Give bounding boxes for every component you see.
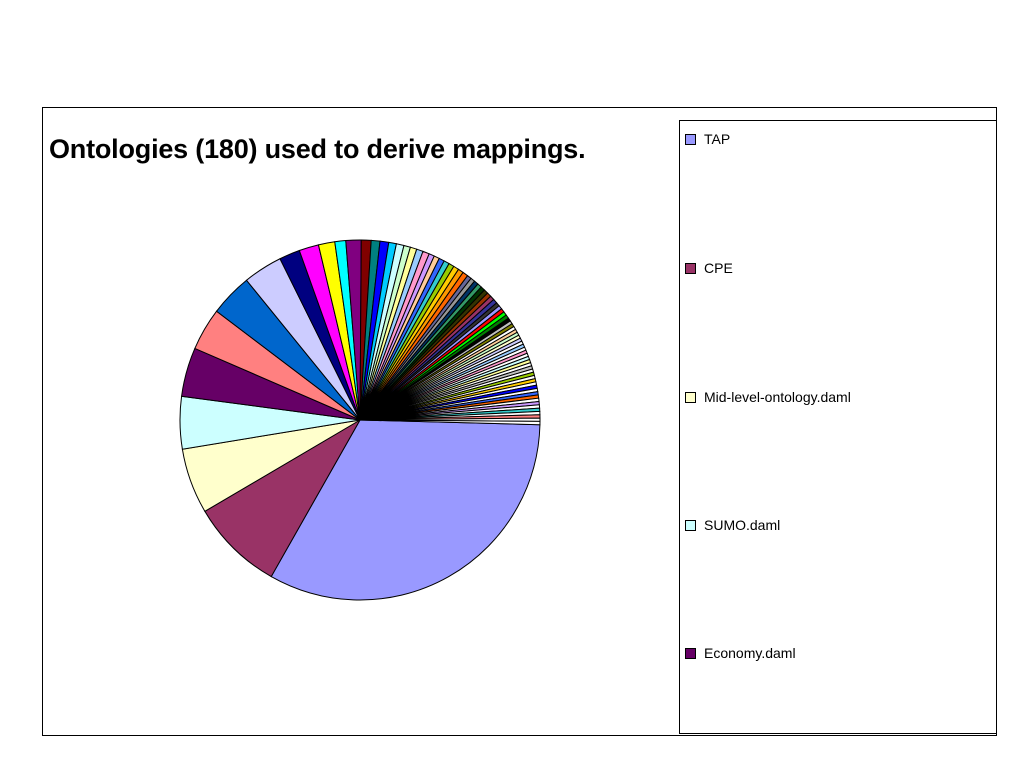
legend-swatch bbox=[685, 391, 696, 403]
legend-swatch bbox=[685, 262, 696, 274]
legend-item-cpe: CPE bbox=[685, 260, 733, 276]
legend-swatch bbox=[685, 647, 696, 659]
legend-swatch bbox=[685, 519, 696, 531]
legend-item-economy-daml: Economy.daml bbox=[685, 645, 796, 661]
pie-slice-tap bbox=[270, 419, 541, 601]
legend-label: SUMO.daml bbox=[704, 517, 781, 533]
legend-label: CPE bbox=[704, 260, 733, 276]
pie-chart bbox=[179, 239, 541, 601]
legend-swatch bbox=[685, 133, 696, 145]
legend-label: TAP bbox=[704, 131, 731, 147]
pie-slice-cpe bbox=[204, 418, 362, 578]
legend: TAP CPE Mid-level-ontology.daml SUMO.daml Ec… bbox=[679, 120, 997, 734]
legend-item-tap: TAP bbox=[685, 131, 730, 147]
chart-title: Ontologies (180) used to derive mappings… bbox=[49, 134, 586, 164]
legend-item-sumo-daml: SUMO.daml bbox=[685, 517, 780, 533]
legend-label: Mid-level-ontology.daml bbox=[704, 389, 851, 405]
legend-label: Economy.daml bbox=[704, 645, 796, 661]
legend-item-mid-level-ontology-daml: Mid-level-ontology.daml bbox=[685, 389, 851, 405]
pie-slice-78 bbox=[359, 419, 541, 426]
chart-area: Ontologies (180) used to derive mappings… bbox=[42, 107, 997, 736]
